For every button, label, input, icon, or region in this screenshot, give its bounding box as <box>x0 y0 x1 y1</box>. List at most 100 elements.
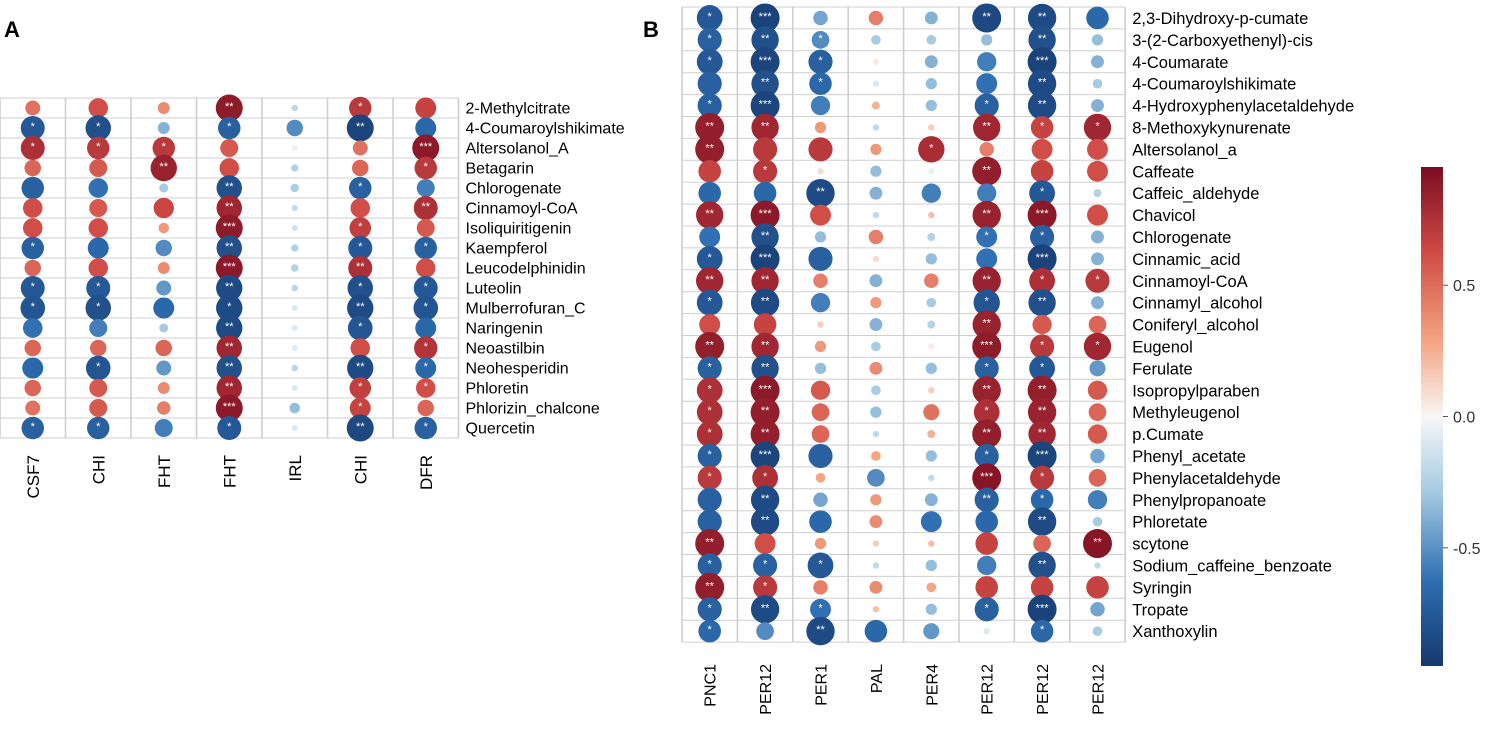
cell-neohesperidin-dfr-6 <box>415 357 437 379</box>
cell-4-hydroxyphenylacetaldehyde-pnc1-0 <box>697 93 722 118</box>
cell-caffeic-aldehyde-per12-1 <box>753 181 777 205</box>
cell-cinnamoyl-coa-chi-1 <box>89 199 108 217</box>
cell-methyleugenol-per4-4 <box>923 404 940 421</box>
row-label-cinnamyl-alcohol: Cinnamyl_alcohol <box>1132 295 1262 313</box>
cell-quercetin-dfr-6 <box>414 416 437 440</box>
significance-star: *** <box>980 339 994 351</box>
significance-star: * <box>424 381 429 393</box>
cell-caffeic-aldehyde-per12-6 <box>1029 180 1055 207</box>
significance-star: ** <box>1038 11 1047 23</box>
row-label-isoliquiritigenin: Isoliquiritigenin <box>466 221 572 238</box>
cell-4-coumaroylshikimate-per12-5 <box>976 73 998 95</box>
cell-luteolin-irl-4 <box>291 284 299 292</box>
significance-star: *** <box>759 55 773 67</box>
col-label-per1-2: PER1 <box>814 664 831 706</box>
cell-phloretate-per12-6 <box>1027 507 1057 536</box>
significance-star: * <box>763 580 768 592</box>
cell-cinnamoyl-coa-per12-5 <box>972 266 1001 295</box>
significance-star: ** <box>982 383 991 395</box>
cell-2-3-dihydroxy-p-cumate-per12-7 <box>1086 6 1109 30</box>
cell-isoliquiritigenin-chi-1 <box>88 218 108 238</box>
row-label-cinnamoyl-coa: Cinnamoyl-CoA <box>466 201 578 218</box>
cell-cinnamyl-alcohol-per1-2 <box>810 292 831 313</box>
cell-leucodelphinidin-fht-3 <box>215 254 243 282</box>
cell-chlorogenate-chi-1 <box>88 178 108 198</box>
cell-scytone-per12-5 <box>975 532 998 555</box>
cell-4-coumaroylshikimate-per12-1 <box>751 69 779 98</box>
cell-altersolanol-a-per1-2 <box>808 137 833 162</box>
cell-luteolin-chi-5 <box>347 275 373 301</box>
cell-cinnamoyl-coa-per12-1 <box>751 267 779 295</box>
col-label-per4-4: PER4 <box>924 664 941 706</box>
cell-methyleugenol-pnc1-0 <box>696 399 723 426</box>
row-label-p-cumate: p.Cumate <box>1132 426 1204 444</box>
significance-star: ** <box>225 101 234 113</box>
cell-p-cumate-pal-3 <box>872 430 880 438</box>
cell-2-methylcitrate-fht-3 <box>215 94 243 122</box>
cell-cinnamoyl-coa-pnc1-0 <box>696 267 724 295</box>
cell-sodium-caffeine-benzoate-per12-5 <box>977 555 997 576</box>
significance-star: * <box>227 301 232 313</box>
cell-leucodelphinidin-fht-2 <box>157 262 170 274</box>
significance-star: * <box>708 296 713 308</box>
cell-isopropylparaben-pnc1-0 <box>696 377 723 404</box>
cell-neohesperidin-chi-1 <box>85 355 111 381</box>
cell-quercetin-chi-1 <box>87 416 110 440</box>
cell-caffeate-per12-6 <box>1030 159 1054 183</box>
significance-star: * <box>424 421 429 433</box>
cell-phenylacetaldehyde-per1-2 <box>815 473 826 483</box>
cell-cinnamoyl-coa-pal-3 <box>869 274 883 288</box>
cell-phloretate-per12-1 <box>750 507 780 536</box>
cell-chavicol-per12-7 <box>1087 204 1108 226</box>
cell-sodium-caffeine-benzoate-per4-4 <box>925 559 937 572</box>
significance-star: * <box>1095 274 1100 286</box>
cell-4-coumaroylshikimate-pnc1-0 <box>697 71 722 96</box>
significance-star: ** <box>982 164 991 176</box>
cell-chlorogenate-csf7-0 <box>21 176 44 200</box>
row-label-neoastilbin: Neoastilbin <box>466 341 545 358</box>
significance-star: * <box>1040 230 1045 242</box>
significance-star: * <box>424 361 429 373</box>
cell-phloretin-chi-5 <box>349 377 372 399</box>
cell-phlorizin-chalcone-fht-2 <box>157 401 171 415</box>
cell-3-2-carboxyethenyl-cis-per12-5 <box>981 34 993 46</box>
row-label-chlorogenate: Chlorogenate <box>1132 229 1231 247</box>
cell-naringenin-fht-3 <box>216 314 243 342</box>
cell-2-3-dihydroxy-p-cumate-per12-5 <box>972 3 1002 33</box>
significance-star: * <box>227 121 232 133</box>
cell-scytone-per12-7 <box>1083 529 1112 559</box>
cell-altersolanol-a-irl-4 <box>291 145 298 151</box>
cell-chlorogenate-per12-6 <box>1030 224 1055 250</box>
cell-tropate-per4-4 <box>925 603 937 615</box>
significance-star: * <box>985 449 990 461</box>
cell-chavicol-per12-5 <box>972 200 1001 230</box>
significance-star: * <box>985 296 990 308</box>
significance-star: * <box>424 281 429 293</box>
significance-star: ** <box>1038 99 1047 111</box>
cell-cinnamyl-alcohol-per4-4 <box>926 297 937 308</box>
cell-4-coumarate-per4-4 <box>924 55 938 69</box>
cell-betagarin-dfr-6 <box>414 156 437 180</box>
cell-4-coumarate-per12-6 <box>1027 47 1057 77</box>
significance-star: ** <box>761 405 770 417</box>
cell-cinnamoyl-coa-csf7-0 <box>23 198 43 218</box>
cell-p-cumate-per12-1 <box>750 419 780 449</box>
cell-phloretate-per4-4 <box>920 511 942 533</box>
significance-star: ** <box>982 427 991 439</box>
col-label-irl-4: IRL <box>286 455 305 481</box>
cell-xanthoxylin-per12-7 <box>1092 626 1103 636</box>
significance-star: * <box>818 602 823 614</box>
cell-quercetin-irl-4 <box>291 425 298 431</box>
cell-8-methoxykynurenate-per1-2 <box>814 121 827 134</box>
col-label-per12-6: PER12 <box>1035 664 1052 715</box>
significance-star: *** <box>419 141 433 153</box>
significance-star: * <box>1040 493 1045 505</box>
significance-star: ** <box>225 381 234 393</box>
cell-4-coumaroylshikimate-chi-1 <box>85 115 111 141</box>
cell-phenylpropanoate-pnc1-0 <box>697 487 722 512</box>
cell-chlorogenate-per12-1 <box>751 223 779 251</box>
row-label-sodium-caffeine-benzoate: Sodium_caffeine_benzoate <box>1132 557 1332 575</box>
significance-star: *** <box>1036 602 1050 614</box>
significance-star: * <box>1040 624 1045 636</box>
row-label-caffeate: Caffeate <box>1132 163 1194 181</box>
